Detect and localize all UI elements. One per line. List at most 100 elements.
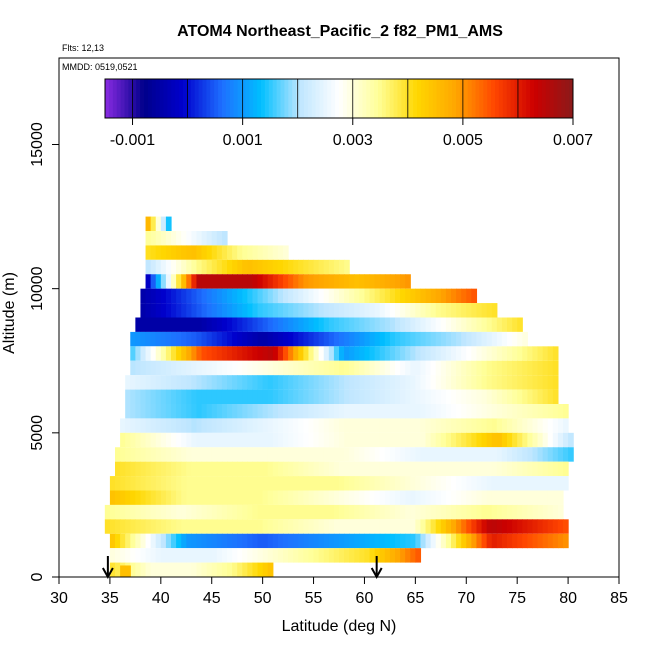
heatmap-cell [552, 533, 559, 549]
heatmap-cell [318, 259, 325, 275]
heatmap-cell [517, 519, 523, 534]
heatmap-cell [125, 461, 131, 477]
heatmap-cell [135, 476, 142, 491]
heatmap-cell [395, 533, 401, 549]
heatmap-cell [466, 404, 472, 419]
heatmap-cell [313, 533, 320, 549]
heatmap-cell [430, 533, 437, 549]
heatmap-cell [517, 331, 523, 347]
heatmap-cell [425, 533, 432, 549]
heatmap-cell [400, 404, 406, 419]
heatmap-cell [135, 533, 142, 549]
colorbar-segment [112, 79, 118, 118]
heatmap-cell [160, 548, 167, 563]
heatmap-cell [364, 288, 371, 304]
heatmap-cell [288, 490, 294, 505]
heatmap-cell [160, 533, 167, 549]
heatmap-cell [339, 346, 345, 361]
heatmap-cell [486, 490, 493, 505]
heatmap-cell [165, 533, 172, 549]
heatmap-cell [211, 519, 218, 534]
heatmap-cell [491, 346, 498, 361]
heatmap-cell [171, 432, 177, 448]
heatmap-cell [323, 490, 330, 505]
heatmap-cell [160, 231, 167, 246]
heatmap-cell [333, 504, 340, 520]
heatmap-cell [242, 548, 248, 563]
heatmap-cell [333, 447, 340, 462]
heatmap-cell [262, 533, 269, 549]
heatmap-cell [471, 447, 478, 462]
heatmap-cell [145, 504, 152, 520]
heatmap-cell [369, 389, 376, 404]
colorbar-segment [303, 79, 309, 118]
heatmap-cell [196, 389, 203, 404]
heatmap-cell [165, 461, 172, 477]
heatmap-cell [359, 519, 366, 534]
colorbar-segment [315, 79, 320, 118]
heatmap-cell [328, 476, 335, 491]
heatmap-cell [461, 404, 467, 419]
heatmap-cell [552, 418, 559, 433]
heatmap-cell [135, 490, 142, 505]
colorbar-segment [151, 79, 157, 118]
heatmap-cell [283, 533, 289, 549]
heatmap-cell [283, 504, 289, 520]
colorbar-segment [456, 79, 461, 118]
heatmap-cell [221, 274, 228, 289]
heatmap-cell [527, 490, 534, 505]
heatmap-cell [201, 303, 208, 318]
heatmap-cell [176, 476, 182, 491]
heatmap-cell [527, 476, 534, 491]
heatmap-cell [298, 404, 304, 419]
heatmap-cell [400, 331, 406, 347]
heatmap-cell [339, 288, 345, 304]
heatmap-cell [216, 447, 223, 462]
heatmap-cell [201, 504, 208, 520]
heatmap-cell [135, 360, 142, 376]
heatmap-cell [379, 274, 386, 289]
heatmap-cell [318, 288, 325, 304]
heatmap-cell [283, 360, 289, 376]
heatmap-cell [430, 303, 437, 318]
heatmap-cell [145, 331, 152, 347]
heatmap-cell [476, 476, 483, 491]
heatmap-cell [512, 418, 518, 433]
heatmap-cell [430, 447, 437, 462]
heatmap-cell [130, 404, 136, 419]
colorbar-segment [245, 79, 250, 118]
heatmap-cell [140, 331, 147, 347]
colorbar-segment [288, 79, 293, 118]
heatmap-cell [461, 418, 467, 433]
heatmap-cell [262, 346, 269, 361]
heatmap-cell [196, 245, 203, 260]
heatmap-cell [451, 404, 457, 419]
heatmap-cell [165, 231, 172, 246]
heatmap-cell [364, 418, 371, 433]
heatmap-cell [191, 231, 198, 246]
heatmap-cell [160, 461, 167, 477]
heatmap-cell [181, 418, 187, 433]
heatmap-cell [323, 288, 330, 304]
heatmap-cell [206, 360, 213, 376]
colorbar: -0.001 0.001 0.003 0.005 0.007 [104, 78, 593, 149]
heatmap-cell [303, 389, 310, 404]
heatmap-cell [323, 476, 330, 491]
heatmap-cell [557, 533, 564, 549]
heatmap-cell [349, 331, 355, 347]
colorbar-segment [311, 79, 317, 118]
heatmap-cell [568, 447, 574, 462]
heatmap-cell [476, 404, 483, 419]
heatmap-cell [557, 461, 564, 477]
heatmap-cell [155, 274, 162, 289]
heatmap-cell [466, 375, 472, 390]
heatmap-cell [257, 548, 264, 563]
heatmap-cell [420, 504, 427, 520]
heatmap-cell [206, 461, 213, 477]
colorbar-segment [342, 79, 348, 118]
heatmap-cell [333, 418, 340, 433]
heatmap-cell [420, 490, 427, 505]
heatmap-cell [491, 360, 498, 376]
heatmap-cell [277, 432, 284, 448]
heatmap-cell [456, 375, 462, 390]
